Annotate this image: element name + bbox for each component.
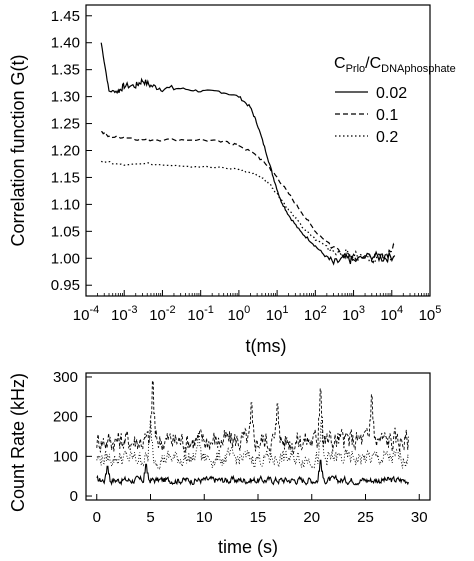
legend-label-0.1: 0.1 — [376, 107, 398, 124]
y-tick-label: 1.00 — [51, 250, 80, 267]
x-tick-label: 101 — [266, 304, 289, 324]
count-rate-y-axis-label: Count Rate (kHz) — [8, 373, 28, 512]
correlation-series-line-0.2 — [100, 160, 396, 264]
correlation-y-axis-label: Correlation function G(t) — [8, 54, 28, 246]
x-tick-label: 10-2 — [149, 304, 175, 324]
y-tick-label: 0.95 — [51, 277, 80, 294]
correlation-x-axis-label: t(ms) — [246, 336, 287, 356]
x-tick-label: 103 — [342, 304, 365, 324]
legend-items: 0.02 0.1 0.2 — [335, 85, 407, 146]
correlation-series-line-0.1 — [101, 131, 396, 264]
y-tick-label: 1.10 — [51, 196, 80, 213]
count-rate-series-line-dashed — [96, 380, 409, 455]
legend: CPrlo/CDNAphosphate 0.02 0.1 0.2 — [334, 55, 456, 146]
y-tick-label: 1.30 — [51, 89, 80, 106]
x-tick-label: 5 — [146, 509, 154, 526]
count-rate-x-axis-label: time (s) — [218, 537, 278, 557]
correlation-series — [100, 42, 396, 266]
x-tick-label: 10-3 — [111, 304, 137, 324]
legend-title-sub1: Prlo — [346, 63, 366, 75]
y-tick-label: 0 — [70, 488, 78, 505]
correlation-plot-frame — [85, 4, 431, 297]
correlation-ticks: 0.95 1.00 1.05 1.10 1.15 1.20 1.25 1.30 1.35 1.40… — [51, 8, 442, 324]
y-tick-label: 100 — [53, 448, 78, 465]
x-tick-label: 30 — [411, 509, 428, 526]
count-rate-series — [96, 380, 410, 487]
y-tick-label: 1.40 — [51, 35, 80, 52]
legend-title-slash: /C — [365, 55, 381, 72]
x-tick-label: 10 — [196, 509, 213, 526]
legend-title: CPrlo/CDNAphosphate — [334, 55, 456, 75]
legend-label-0.2: 0.2 — [376, 129, 398, 146]
y-tick-label: 1.05 — [51, 223, 80, 240]
y-tick-label: 1.15 — [51, 169, 80, 186]
count-rate-chart: 0 100 200 300 0 5 10 15 20 25 30 time (s) Count Ra… — [8, 369, 431, 557]
count-rate-series-line-dotted — [96, 420, 409, 471]
x-tick-label: 15 — [250, 509, 267, 526]
count-rate-series-line-solid — [96, 459, 410, 487]
y-tick-label: 1.20 — [51, 143, 80, 160]
x-tick-label: 100 — [227, 304, 250, 324]
x-tick-label: 10-1 — [187, 304, 213, 324]
x-tick-label: 0 — [93, 509, 101, 526]
y-tick-label: 1.45 — [51, 8, 80, 25]
y-tick-label: 1.35 — [51, 62, 80, 79]
x-tick-label: 20 — [303, 509, 320, 526]
legend-title-sub2: DNAphosphate — [381, 63, 456, 75]
x-tick-label: 105 — [419, 304, 442, 324]
y-tick-label: 1.25 — [51, 116, 80, 133]
legend-label-0.02: 0.02 — [376, 85, 407, 102]
legend-title-c: C — [334, 55, 346, 72]
x-tick-label: 25 — [357, 509, 374, 526]
x-tick-label: 102 — [304, 304, 327, 324]
x-tick-label: 10-4 — [73, 304, 99, 324]
correlation-series-line-0.02 — [100, 42, 396, 266]
correlation-chart: 0.95 1.00 1.05 1.10 1.15 1.20 1.25 1.30 1.35 1.40… — [8, 4, 456, 356]
x-tick-label: 104 — [380, 304, 403, 324]
y-tick-label: 200 — [53, 409, 78, 426]
y-tick-label: 300 — [53, 369, 78, 386]
count-rate-ticks: 0 100 200 300 0 5 10 15 20 25 30 — [53, 369, 428, 526]
